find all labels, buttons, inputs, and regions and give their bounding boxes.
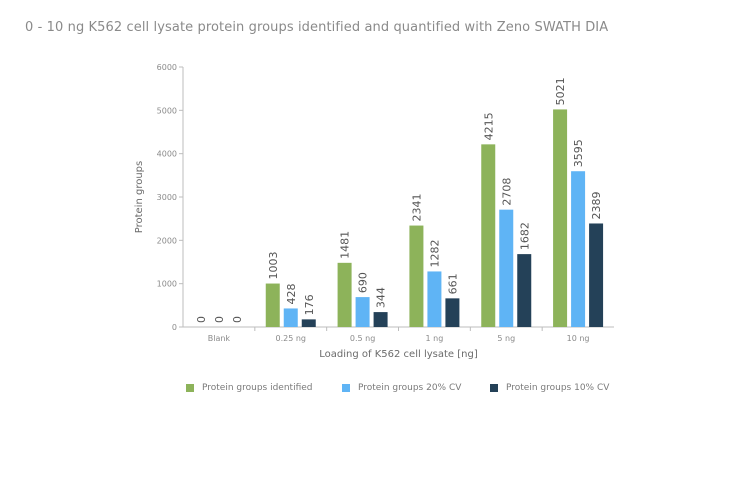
y-axis-title: Protein groups <box>134 161 145 234</box>
legend-item-cv20: Protein groups 20% CV <box>342 383 461 393</box>
x-tick-label: 10 ng <box>567 334 590 343</box>
bar-0-5 <box>553 109 568 327</box>
legend-label-cv10: Protein groups 10% CV <box>506 383 610 393</box>
legend-swatch-cv10 <box>490 384 498 392</box>
legend: Protein groups identified Protein groups… <box>0 383 752 397</box>
y-tick-label: 1000 <box>157 280 177 289</box>
data-label-2-2: 344 <box>375 287 388 308</box>
legend-swatch-cv20 <box>342 384 350 392</box>
bars <box>265 109 604 327</box>
y-tick-label: 2000 <box>157 236 177 245</box>
bar-0-2 <box>337 262 352 327</box>
bar-0-3 <box>409 225 424 327</box>
x-axis-title: Loading of K562 cell lysate [ng] <box>319 349 478 360</box>
legend-label-cv20: Protein groups 20% CV <box>358 383 462 393</box>
chart-title: 0 - 10 ng K562 cell lysate protein group… <box>25 20 609 35</box>
x-tick-label: 1 ng <box>426 334 444 343</box>
bar-1-1 <box>283 308 298 327</box>
bar-0-4 <box>481 144 496 327</box>
legend-swatch-identified <box>186 384 194 392</box>
bar-2-2 <box>373 312 388 327</box>
data-labels: 0 0 01003428176148169034423411282661421527… <box>195 77 603 323</box>
bar-0-1 <box>265 283 280 327</box>
data-label-0-5: 5021 <box>554 77 567 105</box>
y-tick-label: 5000 <box>157 106 177 115</box>
data-label-1-3: 1282 <box>428 239 441 267</box>
data-label-2-0: 0 <box>231 316 244 323</box>
y-tick-label: 4000 <box>157 150 177 159</box>
bar-2-5 <box>589 223 604 327</box>
bar-1-2 <box>355 297 370 327</box>
data-label-1-2: 690 <box>357 272 370 293</box>
data-label-0-1: 1003 <box>267 252 280 280</box>
bar-2-4 <box>517 254 532 327</box>
bar-1-5 <box>571 171 586 327</box>
data-label-2-4: 1682 <box>518 222 531 250</box>
data-label-2-1: 176 <box>303 294 316 315</box>
data-label-1-4: 2708 <box>500 178 513 206</box>
data-label-2-5: 2389 <box>590 191 603 219</box>
bar-2-3 <box>445 298 460 327</box>
data-label-0-3: 2341 <box>410 194 423 222</box>
y-tick-label: 6000 <box>157 63 177 72</box>
x-tick-label: 5 ng <box>497 334 515 343</box>
x-tick-label: 0.25 ng <box>275 334 306 343</box>
legend-item-cv10: Protein groups 10% CV <box>490 383 609 393</box>
data-label-1-1: 428 <box>285 283 298 304</box>
y-tick-label: 0 <box>172 323 177 332</box>
bar-1-4 <box>499 209 514 327</box>
data-label-0-2: 1481 <box>339 231 352 259</box>
bar-1-3 <box>427 271 442 327</box>
data-label-1-0: 0 <box>213 316 226 323</box>
data-label-1-5: 3595 <box>572 139 585 167</box>
x-tick-label: 0.5 ng <box>350 334 375 343</box>
legend-item-identified: Protein groups identified <box>186 383 313 393</box>
legend-label-identified: Protein groups identified <box>202 383 313 393</box>
bar-2-1 <box>301 319 316 327</box>
data-label-2-3: 661 <box>446 273 459 294</box>
axes: 0 1000 2000 3000 4000 5000 6000 Protein groups L… <box>134 63 614 360</box>
x-tick-label: Blank <box>208 334 231 343</box>
y-tick-label: 3000 <box>157 193 177 202</box>
data-label-0-4: 4215 <box>482 112 495 140</box>
data-label-0-0: 0 <box>195 316 208 323</box>
